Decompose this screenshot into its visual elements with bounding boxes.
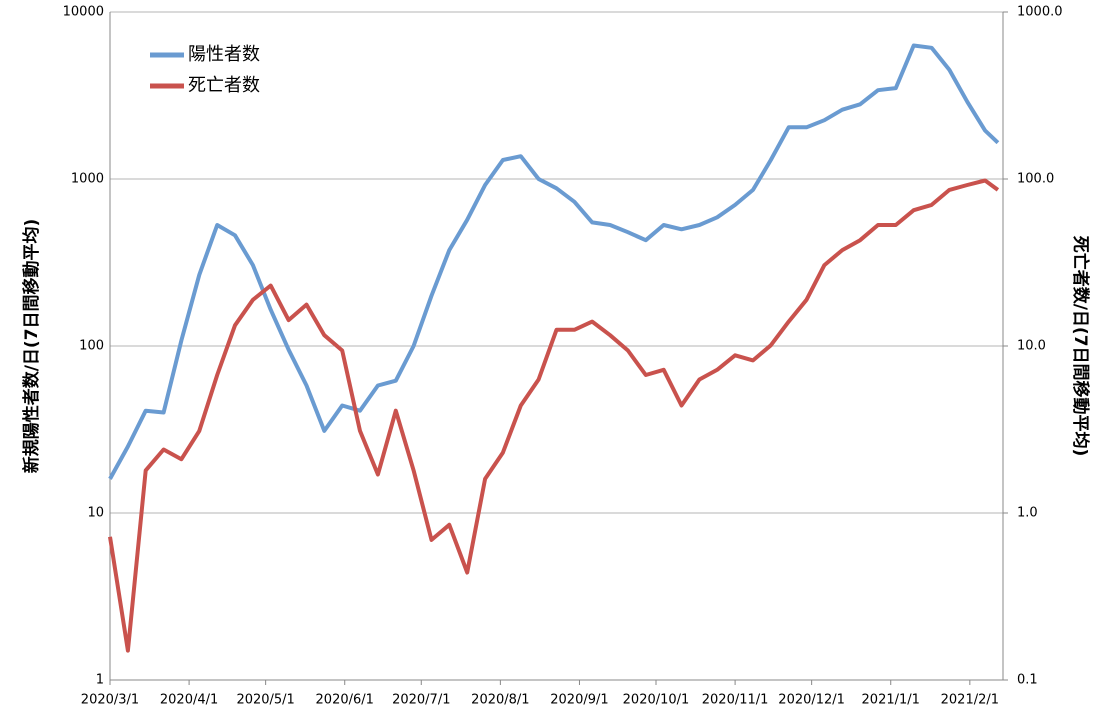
x-tick-label: 2020/3/1 [81, 693, 139, 708]
series-line [108, 178, 1000, 653]
y-axis-title: 新規陽性者数/日(7日間移動平均) [21, 219, 42, 474]
x-tick-label: 2020/8/1 [471, 693, 529, 708]
x-tick-label: 2020/11/1 [702, 693, 769, 708]
legend-label: 陽性者数 [188, 44, 260, 65]
y-tick-label: 10 [87, 506, 104, 521]
x-tick-label: 2021/1/1 [862, 693, 920, 708]
y-tick-label: 1000 [71, 172, 104, 187]
y-tick-label: 100 [79, 339, 104, 354]
y2-tick-label: 10.0 [1017, 339, 1046, 354]
x-tick-label: 2020/12/1 [778, 693, 845, 708]
y2-tick-label: 1000.0 [1017, 5, 1063, 20]
x-tick-label: 2020/10/1 [623, 693, 690, 708]
y2-tick-label: 0.1 [1017, 673, 1038, 688]
y-tick-label: 1 [96, 673, 104, 688]
x-tick-label: 2020/9/1 [550, 693, 608, 708]
y2-axis-title: 死亡者数/日(7日間移動平均) [1070, 236, 1091, 457]
y2-tick-label: 100.0 [1017, 172, 1054, 187]
y-tick-label: 10000 [63, 5, 104, 20]
x-tick-label: 2020/5/1 [236, 693, 294, 708]
x-tick-label: 2020/7/1 [392, 693, 450, 708]
x-tick-label: 2020/4/1 [160, 693, 218, 708]
series-line [108, 43, 1000, 480]
x-tick-label: 2021/2/1 [941, 693, 999, 708]
y2-tick-label: 1.0 [1017, 506, 1038, 521]
legend-label: 死亡者数 [188, 75, 260, 96]
x-tick-label: 2020/6/1 [316, 693, 374, 708]
